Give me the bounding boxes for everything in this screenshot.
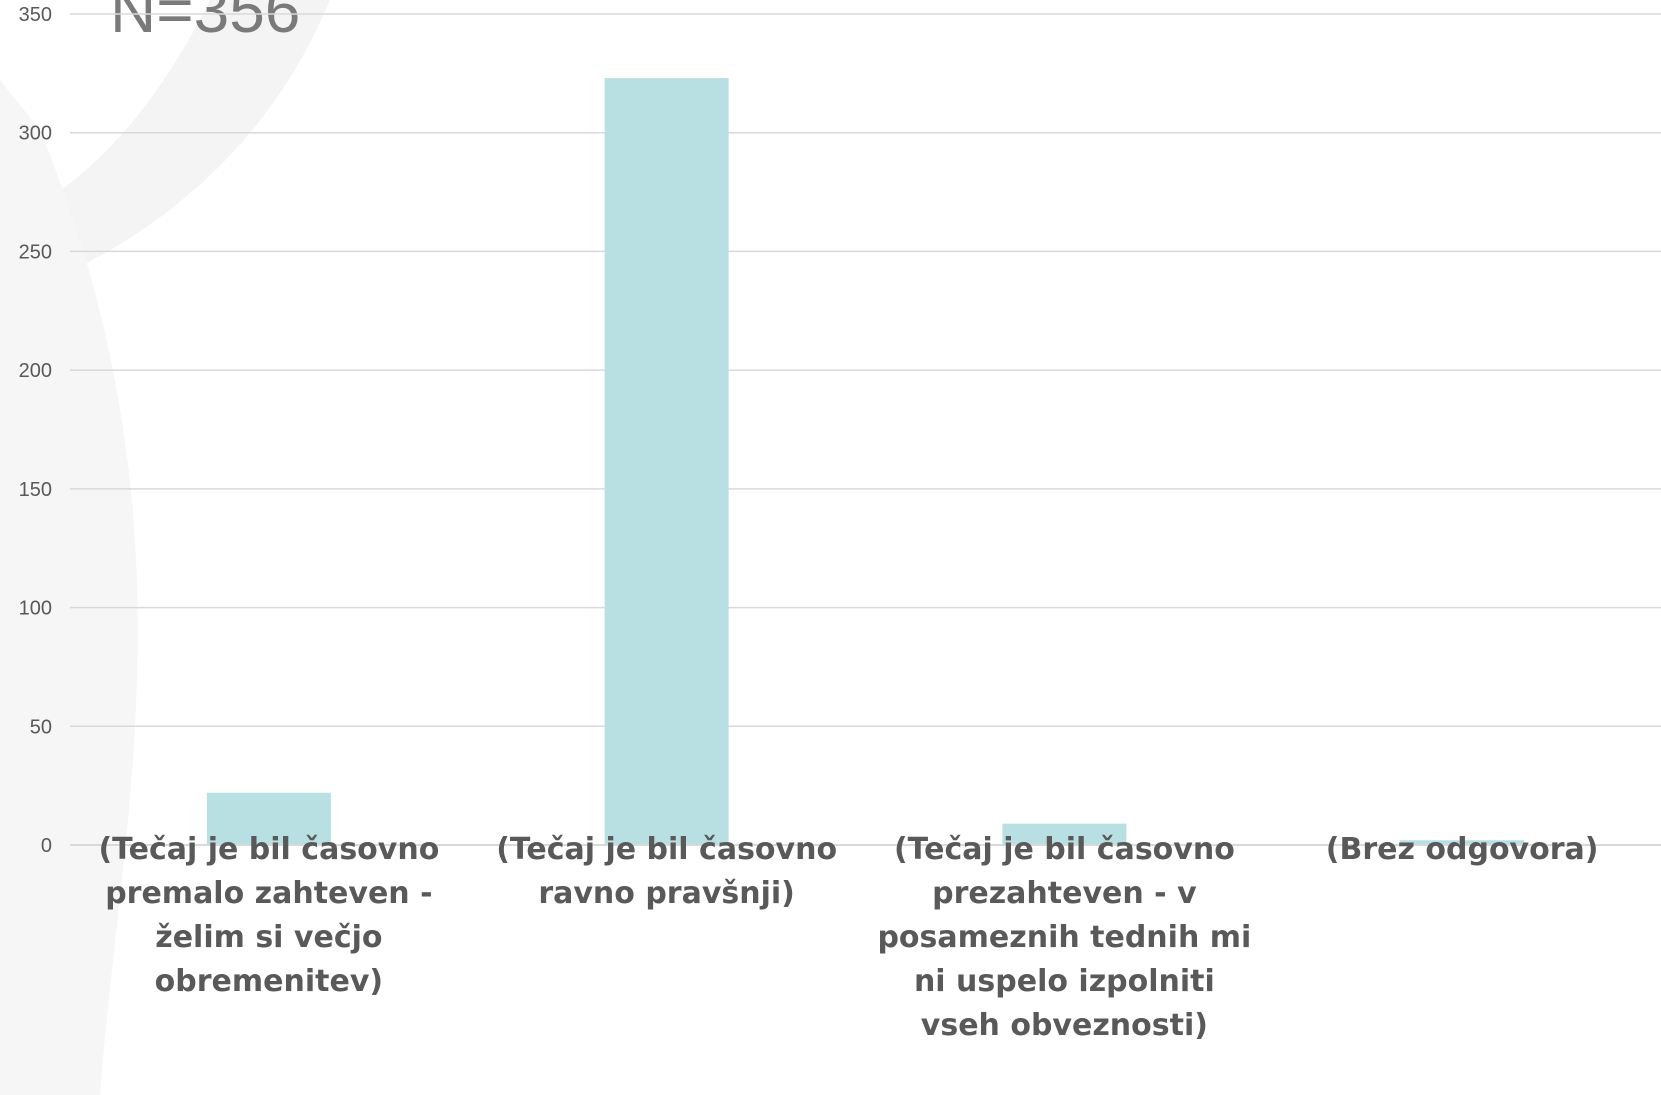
y-tick-label: 0 <box>41 835 52 857</box>
y-tick-label: 150 <box>19 479 52 501</box>
x-category-label: (Tečaj je bil časovno premalo zahteven -… <box>98 832 440 999</box>
chart-title: N=356 <box>110 0 301 46</box>
x-category-label: (Tečaj je bil časovno prezahteven - v po… <box>877 832 1252 1043</box>
background-swoosh-top <box>0 0 330 300</box>
background-swoosh-bottom <box>0 80 138 1095</box>
x-category-label: (Brez odgovora) <box>1325 832 1599 867</box>
y-axis-ticks: 0 50 100 150 200 250 300 350 <box>19 4 52 857</box>
bar-1 <box>206 792 331 845</box>
y-tick-label: 350 <box>19 4 52 26</box>
bars <box>206 78 1525 845</box>
grid-lines <box>70 13 1661 728</box>
bar-3 <box>1002 823 1127 845</box>
y-tick-label: 300 <box>19 123 52 145</box>
y-tick-label: 50 <box>30 716 52 738</box>
bar-4 <box>1400 840 1525 845</box>
y-tick-label: 100 <box>19 598 52 620</box>
y-tick-label: 200 <box>19 360 52 382</box>
x-category-label: (Tečaj je bil časovno ravno pravšnji) <box>496 832 838 911</box>
y-tick-label: 250 <box>19 241 52 263</box>
bar-2 <box>604 78 729 845</box>
